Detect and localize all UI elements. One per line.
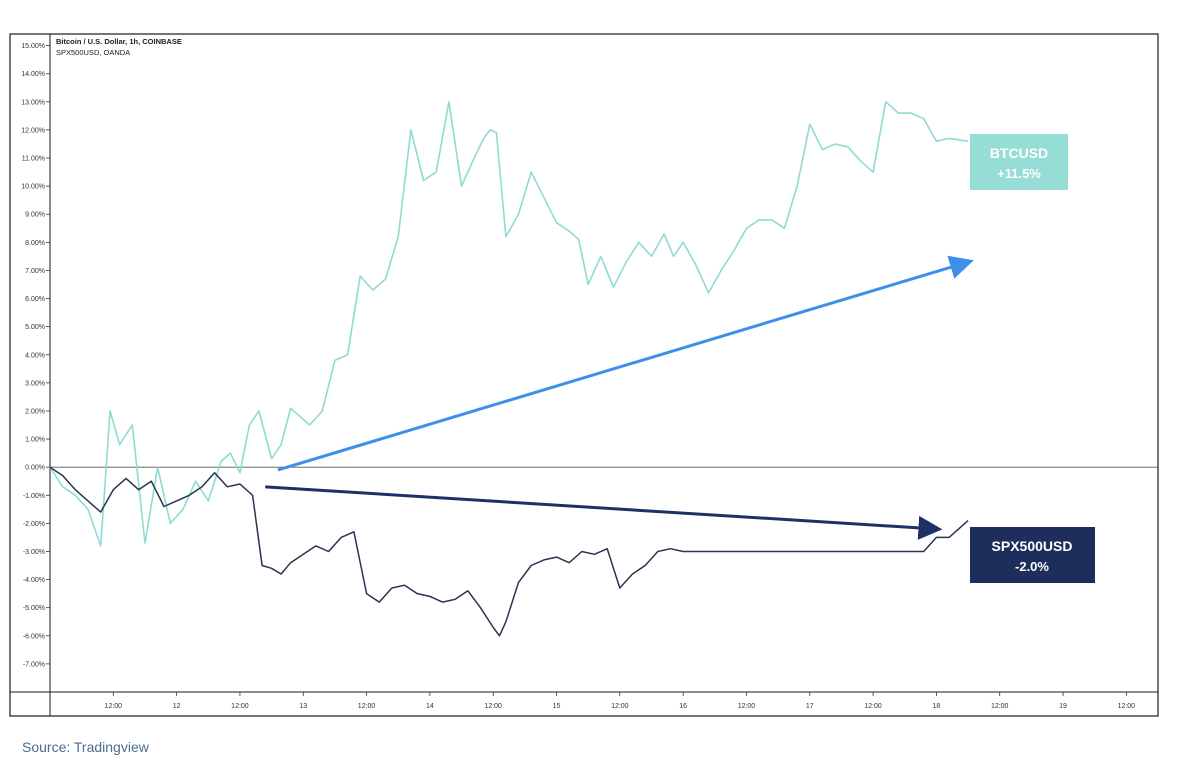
- x-tick-label: 12:00: [864, 703, 882, 710]
- chart-frame: [9, 33, 1159, 717]
- series-line-btcusd: [49, 101, 969, 547]
- spx-label-title: SPX500USD: [992, 538, 1073, 554]
- x-tick-label: 14: [426, 703, 434, 710]
- spx-trend-arrow: [265, 485, 943, 540]
- chart-title: Bitcoin / U.S. Dollar, 1h, COINBASE: [56, 37, 182, 46]
- spx-label-box: SPX500USD -2.0%: [970, 527, 1095, 583]
- btc-label-value: +11.5%: [997, 166, 1041, 181]
- y-tick-label: -2.00%: [23, 521, 45, 528]
- y-tick-label: -1.00%: [23, 493, 45, 500]
- series-layer: [49, 101, 969, 637]
- y-tick-label: 8.00%: [25, 240, 45, 247]
- spx-label-value: -2.0%: [1015, 559, 1049, 574]
- x-tick-label: 12:00: [611, 703, 629, 710]
- spx-label-bg: [970, 527, 1095, 583]
- y-tick-label: 3.00%: [25, 380, 45, 387]
- arrow-layer: [265, 255, 974, 540]
- y-tick-label: 12.00%: [21, 127, 45, 134]
- y-tick-label: 5.00%: [25, 324, 45, 331]
- y-tick-label: 13.00%: [21, 99, 45, 106]
- source-text: Source: Tradingview: [22, 739, 149, 755]
- y-tick-label: -6.00%: [23, 633, 45, 640]
- x-tick-label: 15: [553, 703, 561, 710]
- y-tick-label: 14.00%: [21, 71, 45, 78]
- y-tick-label: 6.00%: [25, 296, 45, 303]
- x-tick-label: 12:00: [358, 703, 376, 710]
- y-tick-label: 4.00%: [25, 352, 45, 359]
- btc-label-title: BTCUSD: [990, 145, 1048, 161]
- y-axis-ticks: 15.00% 14.00% 13.00% 12.00% 11.00% 10.00% 9.00…: [21, 43, 50, 668]
- y-tick-label: -7.00%: [23, 661, 45, 668]
- y-tick-label: 11.00%: [22, 156, 45, 163]
- btc-label-box: BTCUSD +11.5%: [970, 134, 1068, 190]
- chart-subtitle: SPX500USD, OANDA: [56, 48, 130, 57]
- x-tick-label: 12:00: [991, 703, 1009, 710]
- x-tick-label: 18: [933, 703, 941, 710]
- x-tick-label: 12:00: [1118, 703, 1136, 710]
- y-tick-label: 1.00%: [25, 437, 45, 444]
- y-tick-label: 9.00%: [25, 212, 45, 219]
- x-axis-ticks: 12:00 12 12:00 13 12:00 14 12:00 15 12:00 16 12:00…: [105, 692, 1136, 710]
- y-tick-label: 2.00%: [25, 408, 45, 415]
- source-note: Source: Tradingview: [22, 739, 149, 755]
- x-tick-label: 12:00: [738, 703, 756, 710]
- y-tick-label: -5.00%: [23, 605, 45, 612]
- y-tick-label: 7.00%: [25, 268, 45, 275]
- btc-label-bg: [970, 134, 1068, 190]
- y-tick-label: -3.00%: [23, 549, 45, 556]
- x-tick-label: 12:00: [231, 703, 249, 710]
- y-tick-label: 0.00%: [25, 465, 45, 472]
- x-tick-label: 13: [299, 703, 307, 710]
- y-tick-label: 15.00%: [21, 43, 45, 50]
- series-line-spx500usd: [49, 466, 969, 637]
- x-tick-label: 12: [173, 703, 181, 710]
- x-tick-label: 16: [679, 703, 687, 710]
- btc-trend-arrow: [277, 255, 974, 472]
- y-tick-label: 10.00%: [21, 184, 45, 191]
- x-tick-label: 12:00: [484, 703, 502, 710]
- x-tick-label: 19: [1059, 703, 1067, 710]
- y-tick-label: -4.00%: [23, 577, 45, 584]
- x-tick-label: 17: [806, 703, 814, 710]
- x-tick-label: 12:00: [105, 703, 123, 710]
